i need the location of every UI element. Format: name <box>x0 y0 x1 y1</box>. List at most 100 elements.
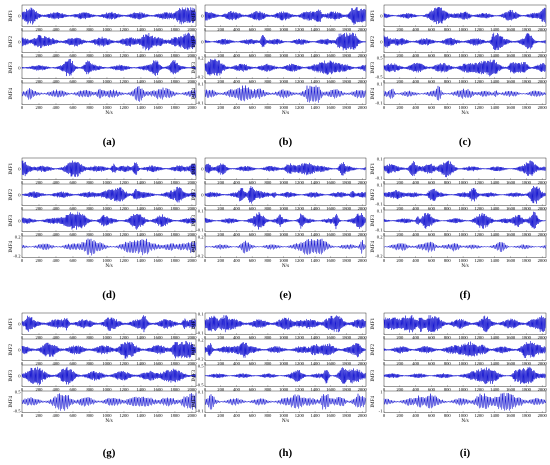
x-tick-label: 0 <box>383 361 386 366</box>
x-tick-label: 200 <box>217 206 225 211</box>
x-tick-label: 800 <box>264 361 272 366</box>
x-tick-label: 1800 <box>170 27 180 32</box>
x-tick-label: 0 <box>21 53 24 58</box>
x-tick-label: 0 <box>21 387 24 392</box>
x-tick-label: 400 <box>53 232 61 237</box>
x-tick-label: 0 <box>204 27 207 32</box>
x-tick-label: 800 <box>87 79 95 84</box>
x-tick-label: 1000 <box>459 206 469 211</box>
x-tick-label: 200 <box>217 335 225 340</box>
x-tick-label: 0 <box>204 180 207 185</box>
x-tick-label: 1400 <box>136 105 146 110</box>
y-tick-label: 0.2 <box>15 235 21 240</box>
y-tick-label: 0 <box>18 166 21 171</box>
y-axis-label: IMF4 <box>8 240 14 252</box>
x-tick-label: 200 <box>396 27 404 32</box>
y-axis-label: IMF3 <box>191 61 197 73</box>
x-tick-label: 0 <box>21 413 24 418</box>
y-tick-label: -0.1 <box>196 409 204 414</box>
x-tick-label: 600 <box>70 387 78 392</box>
x-tick-label: 2000 <box>538 335 548 340</box>
x-tick-label: 1400 <box>490 335 500 340</box>
y-axis-label: IMF2 <box>370 35 376 47</box>
y-axis-label: IMF4 <box>8 395 14 407</box>
axes-frame <box>204 390 367 413</box>
panel-d: 0 IMF1 0 200 400 600 800 1000 1200 1400 1600 1800 20… <box>8 157 197 301</box>
y-axis-label: IMF2 <box>370 343 376 355</box>
x-tick-label: 400 <box>53 335 61 340</box>
x-tick-label: 0 <box>383 413 386 418</box>
y-tick-label: 0.1 <box>377 183 383 188</box>
x-tick-label: 2000 <box>358 79 368 84</box>
x-tick-label: 2000 <box>358 387 368 392</box>
x-tick-label: 1000 <box>279 413 289 418</box>
panel-label: (f) <box>460 289 471 301</box>
y-tick-label: 0 <box>18 65 21 70</box>
x-tick-label: 400 <box>412 206 420 211</box>
y-tick-label: -0.2 <box>196 254 204 259</box>
x-tick-label: 1600 <box>153 361 163 366</box>
x-tick-label: 2000 <box>187 180 197 185</box>
x-tick-label: 200 <box>396 79 404 84</box>
x-tick-label: 0 <box>204 413 207 418</box>
x-tick-label: 1200 <box>295 413 305 418</box>
x-tick-label: 200 <box>396 53 404 58</box>
panel-c: 0 IMF1 0 200 400 600 800 1000 1200 1400 1600 1800 20… <box>370 4 548 148</box>
x-tick-label: 600 <box>428 387 436 392</box>
x-axis-label: N/s <box>282 418 289 424</box>
x-tick-label: 400 <box>233 79 241 84</box>
x-tick-label: 400 <box>412 27 420 32</box>
x-tick-label: 2000 <box>358 258 368 263</box>
x-tick-label: 1400 <box>490 232 500 237</box>
imf-signal-line <box>383 59 546 77</box>
x-tick-label: 1400 <box>136 258 146 263</box>
y-tick-label: -0.2 <box>375 254 383 259</box>
x-tick-label: 1200 <box>119 335 129 340</box>
x-tick-label: 800 <box>87 232 95 237</box>
x-tick-label: 1800 <box>342 413 352 418</box>
imf-signal-line <box>21 160 196 178</box>
subplot-imf1: 0 IMF1 0 200 400 600 800 1000 1200 1400 1600 1800 20… <box>8 4 197 32</box>
y-tick-label: -0.1 <box>196 101 204 106</box>
x-tick-label: 1200 <box>474 232 484 237</box>
x-tick-label: 1200 <box>295 27 305 32</box>
x-tick-label: 1600 <box>153 180 163 185</box>
x-tick-label: 1400 <box>490 361 500 366</box>
y-axis-label: IMF4 <box>191 87 197 99</box>
x-tick-label: 2000 <box>187 232 197 237</box>
y-axis-label: IMF1 <box>191 317 197 329</box>
x-tick-label: 1800 <box>342 232 352 237</box>
x-tick-label: 400 <box>53 105 61 110</box>
x-tick-label: 1000 <box>102 27 112 32</box>
x-tick-label: 400 <box>412 232 420 237</box>
imf-signal-line <box>204 185 366 204</box>
x-tick-label: 400 <box>412 335 420 340</box>
x-tick-label: 0 <box>21 258 24 263</box>
x-tick-label: 0 <box>204 387 207 392</box>
x-tick-label: 200 <box>36 105 44 110</box>
y-tick-label: 0 <box>18 39 21 44</box>
x-tick-label: 600 <box>70 105 78 110</box>
x-tick-label: 1600 <box>326 258 336 263</box>
x-tick-label: 800 <box>87 180 95 185</box>
subplot-imf3: 0 IMF3 0 200 400 600 800 1000 1200 1400 1600 1800 20… <box>8 56 197 84</box>
subplot-imf4: 0.5 -0.5 IMF4 0 200 400 600 800 1000 1200 1400 1600… <box>8 390 197 418</box>
x-tick-label: 1000 <box>279 361 289 366</box>
axes-frame <box>204 30 367 53</box>
axes-frame <box>204 183 367 206</box>
x-tick-label: 1600 <box>326 413 336 418</box>
x-tick-label: 0 <box>21 335 24 340</box>
subplot-imf2: 0 IMF2 0 200 400 600 800 1000 1200 1400 1600 1800 20… <box>191 183 368 211</box>
x-tick-label: 1600 <box>326 180 336 185</box>
x-tick-label: 2000 <box>187 79 197 84</box>
x-tick-label: 800 <box>444 180 452 185</box>
x-tick-label: 1000 <box>279 258 289 263</box>
y-tick-label: 1 <box>380 390 383 395</box>
x-tick-label: 400 <box>412 387 420 392</box>
y-tick-label: -0.2 <box>196 357 204 362</box>
x-tick-label: 600 <box>249 79 257 84</box>
x-tick-label: 400 <box>233 335 241 340</box>
x-tick-label: 1200 <box>119 232 129 237</box>
imf-signal-line <box>204 367 366 385</box>
x-tick-label: 1200 <box>295 105 305 110</box>
